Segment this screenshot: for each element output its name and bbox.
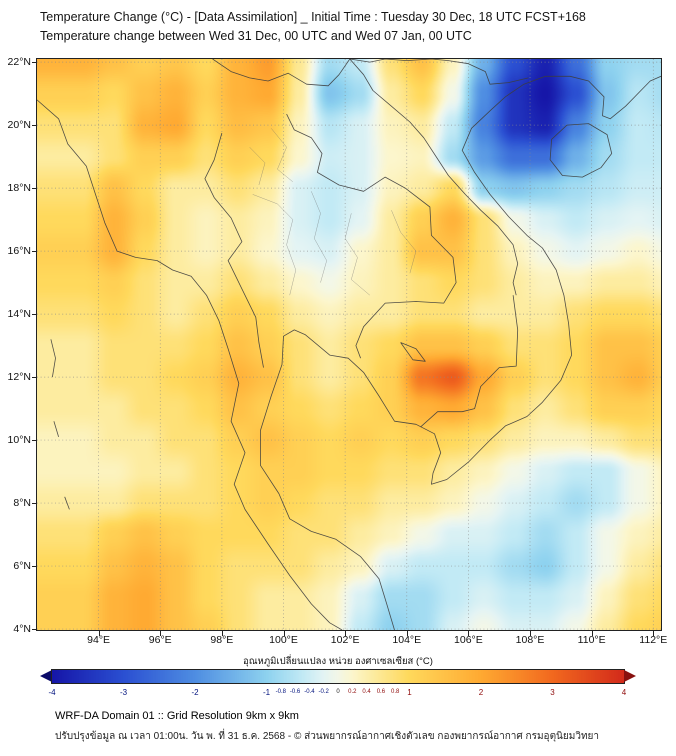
y-axis-tick bbox=[32, 314, 37, 316]
y-axis-tick bbox=[32, 188, 37, 190]
colorbar-tick-label: 0.6 bbox=[376, 689, 386, 695]
colorbar-tick-label: -0.4 bbox=[304, 689, 315, 695]
country-coastline-border bbox=[400, 342, 426, 362]
x-axis-label: 96°E bbox=[148, 634, 172, 646]
y-axis-label: 10°N bbox=[7, 434, 31, 447]
colorbar-tick-label: -4 bbox=[48, 688, 56, 697]
x-axis-tick bbox=[283, 631, 285, 636]
x-axis-tick bbox=[406, 631, 408, 636]
x-axis-label: 110°E bbox=[577, 634, 606, 646]
y-axis-tick bbox=[32, 440, 37, 442]
province-boundary bbox=[311, 191, 327, 283]
province-boundary bbox=[271, 128, 293, 182]
y-axis-label: 22°N bbox=[7, 56, 31, 69]
country-coastline-border bbox=[349, 59, 529, 85]
country-coastline-border bbox=[37, 99, 343, 630]
province-boundary bbox=[249, 147, 266, 186]
y-axis-tick bbox=[32, 566, 37, 568]
y-axis-tick bbox=[32, 503, 37, 505]
y-axis-label: 12°N bbox=[7, 371, 31, 384]
colorbar-tick-label: 1 bbox=[407, 688, 412, 697]
colorbar-left-arrow-icon bbox=[40, 670, 52, 682]
y-axis-label: 4°N bbox=[13, 623, 31, 636]
country-coastline-border bbox=[204, 132, 264, 368]
title-block: Temperature Change (°C) - [Data Assimila… bbox=[40, 8, 586, 47]
colorbar-tick-label: -3 bbox=[119, 688, 128, 697]
x-axis-label: 100°E bbox=[269, 634, 298, 646]
colorbar-tick-label: -0.2 bbox=[318, 689, 329, 695]
colorbar-tick-label: -0.6 bbox=[289, 689, 301, 695]
x-axis-label: 106°E bbox=[454, 634, 483, 646]
country-coastline-border bbox=[64, 496, 70, 510]
map-borders-grid-overlay bbox=[37, 59, 661, 630]
y-axis-tick bbox=[32, 377, 37, 379]
x-axis-tick bbox=[468, 631, 470, 636]
x-axis-tick bbox=[591, 631, 593, 636]
colorbar bbox=[40, 669, 636, 684]
country-coastline-border bbox=[212, 59, 351, 87]
y-axis-tick bbox=[32, 125, 37, 127]
colorbar-ticks: -4 -3 -2 -1 1 2 3 4 -0.8 -0.6 -0.4 -0.2 0 0.2 0.4 0.6 0.… bbox=[40, 688, 636, 700]
y-axis-label: 6°N bbox=[13, 560, 31, 573]
x-axis-tick bbox=[653, 631, 655, 636]
country-coastline-border bbox=[420, 295, 519, 428]
y-axis-tick bbox=[32, 629, 37, 631]
y-axis-tick bbox=[32, 251, 37, 253]
map-title: Temperature Change (°C) - [Data Assimila… bbox=[40, 10, 586, 24]
footer-update-info: ปรับปรุงข้อมูล ณ เวลา 01:00น. วัน พ. ที่… bbox=[55, 731, 600, 742]
y-axis-tick bbox=[32, 62, 37, 64]
country-coastline-border bbox=[50, 339, 56, 378]
colorbar-tick-label: 2 bbox=[478, 688, 484, 697]
colorbar-right-arrow-icon bbox=[624, 670, 636, 682]
colorbar-tick-label: -1 bbox=[262, 688, 271, 697]
country-coastline-border bbox=[549, 123, 613, 178]
colorbar-tick-label: 0.8 bbox=[391, 689, 400, 695]
colorbar-tick-label: 4 bbox=[621, 688, 627, 697]
x-axis-label: 104°E bbox=[392, 634, 422, 646]
map-plot bbox=[36, 58, 662, 631]
y-axis-label: 16°N bbox=[7, 245, 31, 258]
x-axis-label: 112°E bbox=[639, 634, 668, 646]
x-axis-tick bbox=[221, 631, 223, 636]
x-axis-label: 98°E bbox=[210, 634, 234, 646]
country-coastline-border bbox=[53, 421, 59, 438]
x-axis-label: 94°E bbox=[87, 634, 111, 646]
colorbar-label: อุณหภูมิเปลี่ยนแปลง หน่วย องศาเซลเซียส (… bbox=[243, 656, 433, 667]
country-coastline-border bbox=[286, 113, 457, 359]
colorbar-tick-label: -0.8 bbox=[275, 689, 286, 695]
temperature-field-canvas bbox=[37, 59, 661, 630]
colorbar-tick-label: -2 bbox=[191, 688, 199, 697]
map-subtitle: Temperature change between Wed 31 Dec, 0… bbox=[40, 29, 472, 44]
country-coastline-border bbox=[349, 59, 519, 296]
colorbar-tick-label: 0.2 bbox=[348, 689, 357, 695]
x-axis-tick bbox=[345, 631, 347, 636]
x-axis-label: 102°E bbox=[330, 634, 360, 646]
y-axis-label: 18°N bbox=[7, 182, 31, 195]
y-axis-label: 20°N bbox=[7, 119, 31, 132]
x-axis-tick bbox=[160, 631, 162, 636]
footer-domain-info: WRF-DA Domain 01 :: Grid Resolution 9km … bbox=[55, 710, 299, 722]
colorbar-tick-label: 0 bbox=[336, 689, 340, 695]
x-axis-tick bbox=[98, 631, 100, 636]
province-boundary bbox=[252, 194, 297, 296]
country-coastline-border bbox=[259, 75, 661, 630]
y-axis-label: 8°N bbox=[13, 497, 31, 510]
colorbar-canvas bbox=[51, 669, 625, 684]
province-boundary bbox=[391, 210, 417, 274]
x-axis-label: 108°E bbox=[515, 634, 545, 646]
y-axis-label: 14°N bbox=[7, 308, 31, 321]
x-axis-tick bbox=[530, 631, 532, 636]
colorbar-tick-label: 0.4 bbox=[362, 689, 371, 695]
colorbar-tick-label: 3 bbox=[550, 688, 555, 697]
province-boundary bbox=[344, 213, 370, 296]
